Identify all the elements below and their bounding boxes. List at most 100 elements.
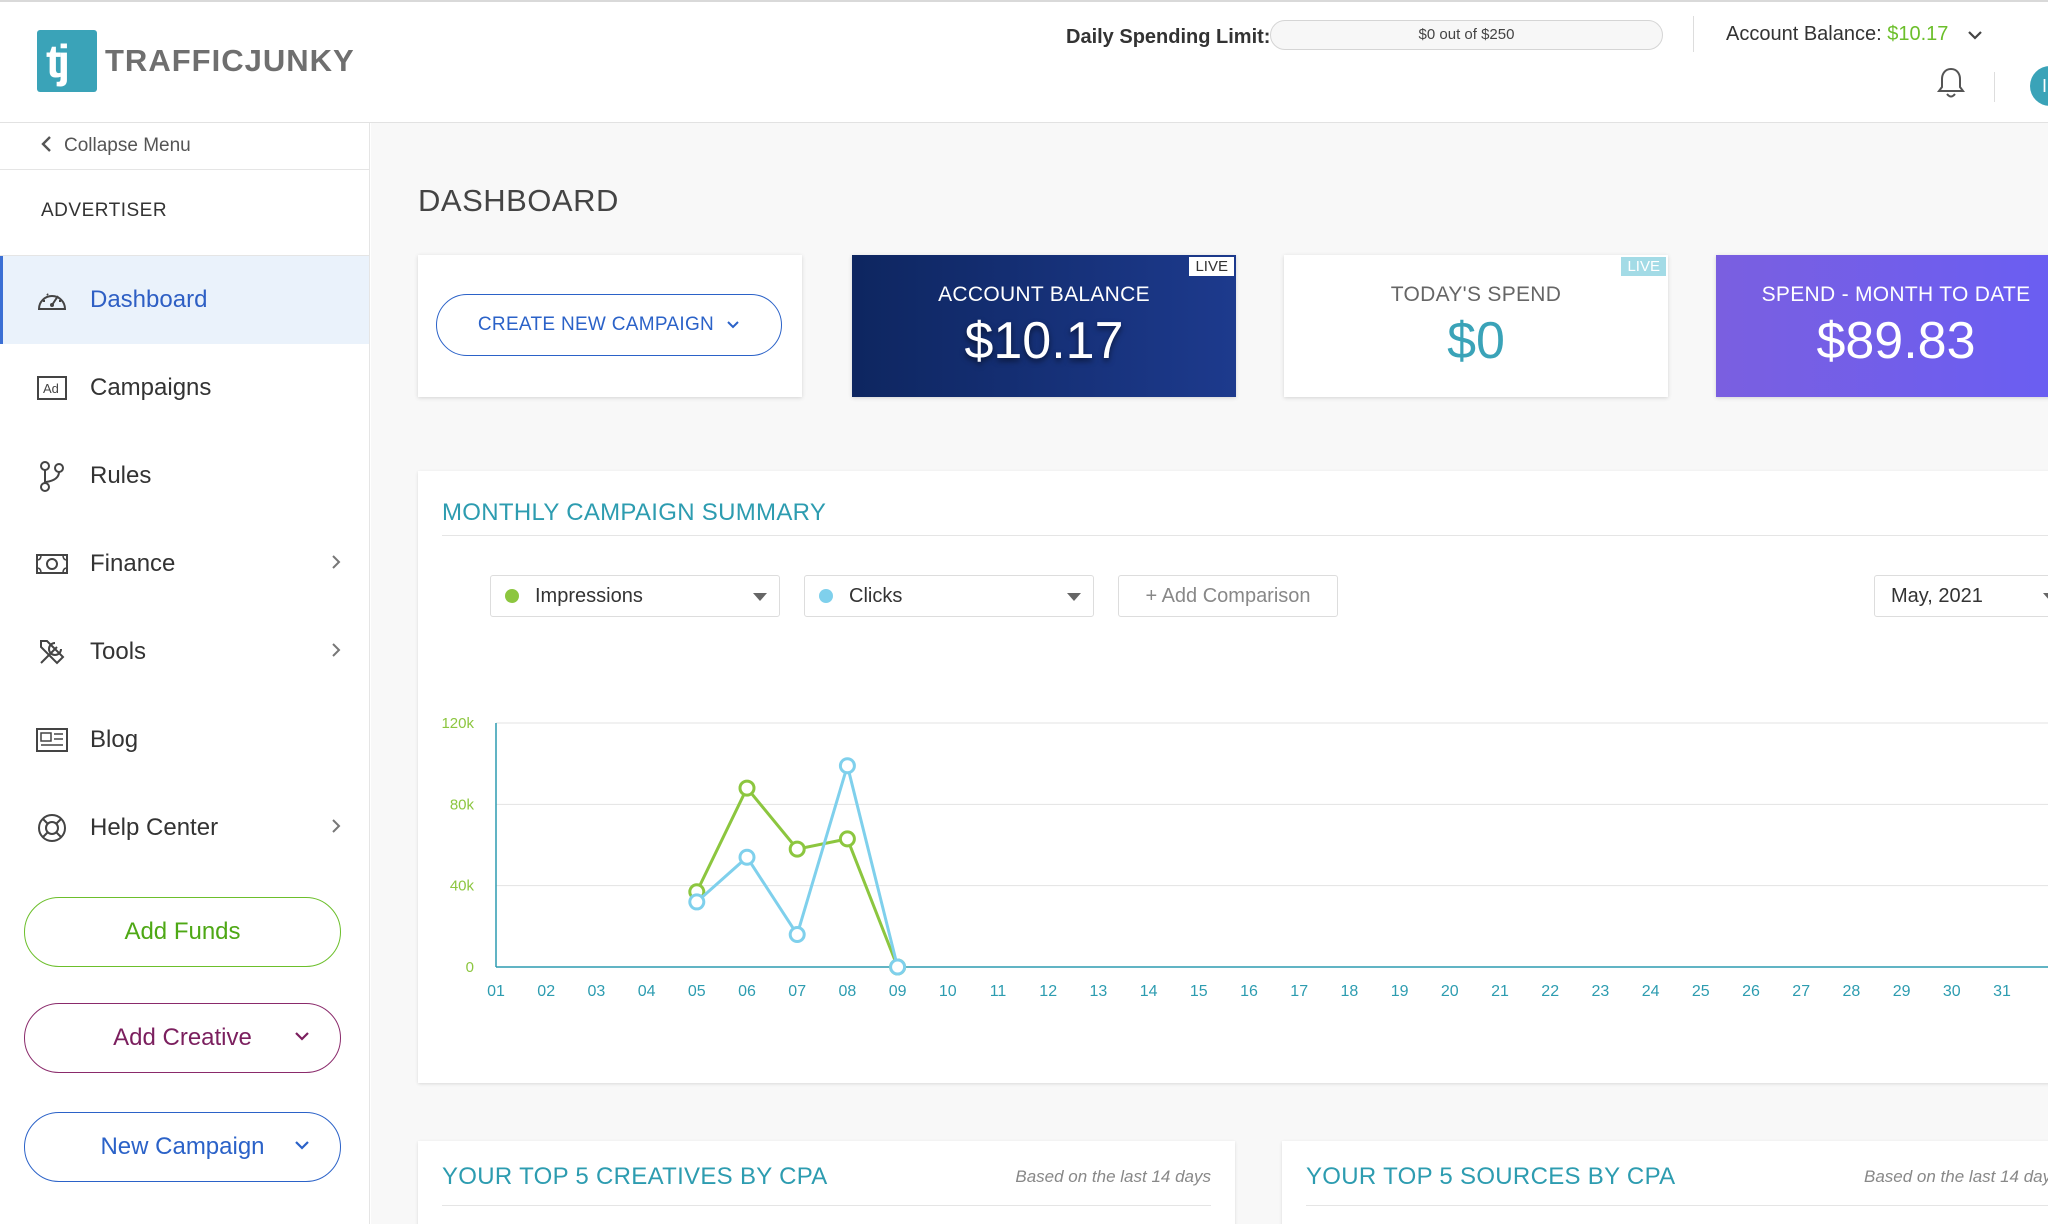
sidebar-item-campaigns[interactable]: Ad Campaigns <box>0 344 369 432</box>
trafficjunky-logo[interactable]: tj TRAFFICJUNKY <box>37 30 355 92</box>
sidebar-item-help-center[interactable]: Help Center <box>0 784 369 872</box>
sidebar-item-label: Dashboard <box>90 286 208 313</box>
sidebar-item-label: Tools <box>90 638 147 665</box>
x-tick-label: 01 <box>487 983 505 1000</box>
account-balance-card: LIVE ACCOUNT BALANCE $10.17 <box>852 255 1236 397</box>
top-header: tj TRAFFICJUNKY Daily Spending Limit: $0… <box>0 0 2048 123</box>
add-funds-button[interactable]: Add Funds <box>24 897 341 967</box>
x-tick-label: 24 <box>1642 983 1660 1000</box>
add-creative-button[interactable]: Add Creative <box>24 1003 341 1073</box>
y-tick-label: 0 <box>466 959 474 976</box>
divider <box>442 1205 1211 1206</box>
add-comparison-label: + Add Comparison <box>1145 584 1311 607</box>
impressions-dot-icon <box>505 589 519 603</box>
chevron-right-icon <box>331 814 341 840</box>
sidebar-item-label: Blog <box>90 726 139 753</box>
panel-note: Based on the last 14 days <box>1015 1167 1211 1186</box>
x-tick-label: 28 <box>1843 983 1861 1000</box>
avatar[interactable]: II <box>2030 66 2048 106</box>
new-campaign-button[interactable]: New Campaign <box>24 1112 341 1182</box>
daily-spending-limit-label: Daily Spending Limit: <box>1066 26 1271 48</box>
newspaper-icon <box>34 722 70 758</box>
create-campaign-card: CREATE NEW CAMPAIGN <box>418 255 802 397</box>
x-tick-label: 03 <box>588 983 606 1000</box>
monthly-summary-chart: 0 40k 80k 120k 01 02 03 04 05 06 07 08 09 10 11 12 13 14 1… <box>441 715 2048 1000</box>
x-tick-label: 08 <box>839 983 857 1000</box>
x-tick-label: 23 <box>1592 983 1610 1000</box>
divider <box>1306 1205 2048 1206</box>
add-creative-label: Add Creative <box>113 1024 252 1051</box>
sidebar-item-dashboard[interactable]: Dashboard <box>0 256 369 344</box>
page-title: DASHBOARD <box>418 183 619 218</box>
chevron-down-icon <box>294 1135 310 1156</box>
account-balance-dropdown[interactable]: Account Balance: $10.17 <box>1726 23 1982 46</box>
monthly-campaign-summary-panel: MONTHLY CAMPAIGN SUMMARY Impressions Cli… <box>418 471 2048 1083</box>
y-tick-label: 40k <box>450 878 475 895</box>
notification-bell-icon[interactable] <box>1936 66 1966 100</box>
sidebar-item-blog[interactable]: Blog <box>0 696 369 784</box>
x-tick-label: 19 <box>1391 983 1409 1000</box>
data-point <box>738 779 756 797</box>
header-divider <box>1693 16 1694 52</box>
x-tick-label: 31 <box>1993 983 2011 1000</box>
create-new-campaign-label: CREATE NEW CAMPAIGN <box>477 314 715 335</box>
panel-title: MONTHLY CAMPAIGN SUMMARY <box>442 499 827 526</box>
caret-down-icon <box>2043 593 2048 601</box>
svg-text:Ad: Ad <box>43 381 59 396</box>
panel-title: YOUR TOP 5 CREATIVES BY CPA <box>442 1163 828 1190</box>
x-tick-label: 10 <box>939 983 957 1000</box>
add-funds-label: Add Funds <box>124 918 241 945</box>
data-point <box>738 848 756 866</box>
metric2-select[interactable]: Clicks <box>804 575 1094 617</box>
x-tick-label: 17 <box>1290 983 1308 1000</box>
account-balance-value: $10.17 <box>1887 23 1949 45</box>
data-point <box>788 840 806 858</box>
sidebar-item-finance[interactable]: Finance <box>0 520 369 608</box>
x-tick-label: 30 <box>1943 983 1961 1000</box>
top-creatives-panel: YOUR TOP 5 CREATIVES BY CPA Based on the… <box>418 1141 1235 1224</box>
caret-down-icon <box>1067 593 1081 601</box>
x-tick-label: 25 <box>1692 983 1710 1000</box>
x-tick-label: 20 <box>1441 983 1459 1000</box>
sidebar-item-label: Help Center <box>90 814 219 841</box>
month-select[interactable]: May, 2021 <box>1874 575 2048 617</box>
collapse-menu-label: Collapse Menu <box>64 135 191 156</box>
x-tick-label: 26 <box>1742 983 1760 1000</box>
card-title: TODAY'S SPEND <box>1390 283 1562 306</box>
x-tick-label: 22 <box>1541 983 1559 1000</box>
todays-spend-card: LIVE TODAY'S SPEND $0 <box>1284 255 1668 397</box>
card-title: SPEND - MONTH TO DATE <box>1761 283 2031 306</box>
live-badge: LIVE <box>1621 257 1666 276</box>
metric2-value: Clicks <box>849 584 903 607</box>
chevron-down-icon <box>1968 23 1982 46</box>
x-tick-label: 11 <box>990 983 1007 1000</box>
ad-icon: Ad <box>34 370 70 406</box>
section-label-advertiser: ADVERTISER <box>0 170 369 256</box>
daily-spending-limit-bar: $0 out of $250 <box>1270 20 1663 50</box>
card-value: $10.17 <box>964 312 1124 370</box>
sidebar-item-tools[interactable]: Tools <box>0 608 369 696</box>
x-tick-label: 09 <box>889 983 907 1000</box>
card-title: ACCOUNT BALANCE <box>938 283 1150 306</box>
y-tick-label: 120k <box>441 715 474 732</box>
main-content: DASHBOARD CREATE NEW CAMPAIGN LIVE ACCOU… <box>371 123 2048 1224</box>
data-point <box>838 830 856 848</box>
sidebar-item-label: Finance <box>90 550 176 577</box>
metric1-select[interactable]: Impressions <box>490 575 780 617</box>
x-tick-label: 21 <box>1491 983 1509 1000</box>
header-divider <box>1994 72 1995 102</box>
add-comparison-button[interactable]: + Add Comparison <box>1118 575 1338 617</box>
x-tick-label: 07 <box>788 983 806 1000</box>
x-tick-label: 27 <box>1792 983 1810 1000</box>
live-badge: LIVE <box>1189 257 1234 276</box>
new-campaign-label: New Campaign <box>100 1133 265 1160</box>
x-tick-label: 13 <box>1090 983 1108 1000</box>
create-new-campaign-button[interactable]: CREATE NEW CAMPAIGN <box>436 294 782 356</box>
branch-icon <box>34 458 70 494</box>
spending-limit-text: $0 out of $250 <box>1418 26 1515 43</box>
x-tick-label: 15 <box>1190 983 1208 1000</box>
collapse-menu-button[interactable]: Collapse Menu <box>0 123 369 170</box>
x-tick-label: 18 <box>1341 983 1359 1000</box>
sidebar-item-rules[interactable]: Rules <box>0 432 369 520</box>
metric1-value: Impressions <box>535 584 643 607</box>
